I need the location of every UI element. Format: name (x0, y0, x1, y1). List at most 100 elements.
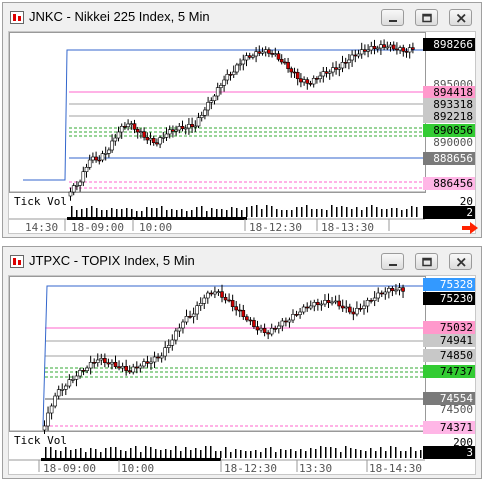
minimize-button[interactable] (381, 9, 404, 26)
volume-bar (55, 450, 57, 458)
candle-body (312, 302, 317, 307)
candle-body (103, 153, 108, 155)
candle-body (263, 49, 268, 53)
candle-body (206, 292, 210, 299)
candle-body (155, 142, 159, 145)
candle-body (337, 67, 342, 70)
candle-body (269, 328, 274, 335)
volume-bar (385, 451, 387, 458)
candle-body (203, 109, 207, 116)
candle-body (237, 309, 242, 312)
chart-window-jtpxc: JTPXC - TOPIX Index, 5 Min 75328 75230 7… (2, 246, 482, 479)
plot-frame (9, 32, 426, 193)
candle-body (347, 306, 352, 313)
volume-bar (251, 206, 253, 217)
candle-body (241, 59, 246, 65)
candle-body (324, 71, 329, 74)
close-button[interactable] (449, 9, 472, 26)
minimize-button[interactable] (381, 253, 404, 270)
candle-body (235, 64, 239, 73)
volume-bar (80, 448, 82, 458)
candle-body (298, 311, 302, 315)
volume-bar (215, 451, 217, 458)
volume-bar (90, 448, 92, 458)
candle-body (385, 46, 390, 49)
volume-bar (181, 209, 183, 217)
volume-bar (161, 206, 163, 217)
candle-body (71, 379, 75, 381)
volume-bar (326, 210, 328, 217)
candle-body (188, 316, 192, 318)
candle-body (251, 55, 255, 58)
candle-body (228, 74, 233, 76)
candle-body (198, 303, 203, 306)
volume-bar (136, 211, 138, 217)
volume-bar (366, 207, 368, 217)
chart-app-icon (10, 11, 24, 24)
candle-body (262, 328, 267, 333)
volume-bar (270, 447, 272, 458)
candle-body (129, 123, 134, 125)
candle-body (295, 72, 300, 79)
volume-bar (295, 451, 297, 458)
volume-bar (406, 209, 408, 217)
volume-bar (330, 447, 332, 458)
volume-bar (360, 450, 362, 458)
volume-bar (380, 447, 382, 458)
candle-body (127, 370, 132, 373)
volume-bar (191, 210, 193, 217)
restore-button[interactable] (415, 9, 438, 26)
candle-body (209, 292, 214, 295)
candle-body (180, 126, 185, 129)
price-chart-svg (9, 32, 426, 231)
volume-bar (400, 451, 402, 458)
candle-body (289, 68, 294, 73)
candle-body (340, 305, 345, 309)
candle-body (390, 288, 395, 291)
volume-bar (411, 206, 413, 217)
volume-bar (381, 209, 383, 217)
candle-body (379, 44, 383, 49)
volume-bar (180, 451, 182, 458)
candle-body (231, 71, 236, 75)
close-icon (456, 13, 466, 23)
volume-bar (341, 206, 343, 217)
candle-body (284, 320, 288, 323)
volume-bar (120, 450, 122, 458)
candle-body (191, 313, 196, 317)
candle-body (227, 299, 231, 302)
volume-bar (290, 449, 292, 458)
candle-body (225, 74, 230, 81)
scroll-right-arrow-icon[interactable] (461, 221, 479, 235)
candle-body (356, 53, 361, 57)
volume-bar (105, 448, 107, 458)
volume-bar (220, 451, 222, 458)
title-bar[interactable]: JNKC - Nikkei 225 Index, 5 Min (3, 3, 481, 31)
title-bar[interactable]: JTPXC - TOPIX Index, 5 Min (3, 247, 481, 275)
restore-button[interactable] (415, 253, 438, 270)
volume-bar (261, 209, 263, 217)
candle-body (142, 131, 146, 138)
volume-bar (131, 209, 133, 217)
chart-area[interactable]: 898266 895000 894418 893318 892218 89085… (8, 31, 476, 234)
candle-body (181, 321, 185, 329)
volume-panel-label: Tick Vol (13, 434, 68, 447)
candle-body (337, 300, 341, 307)
candle-body (202, 297, 207, 304)
candle-body (219, 85, 223, 88)
candle-body (273, 53, 278, 55)
close-button[interactable] (449, 253, 472, 270)
volume-bar (281, 210, 283, 217)
volume-bar (100, 452, 102, 458)
candle-body (212, 95, 217, 101)
volume-panel-label: Tick Vol (13, 195, 68, 208)
candle-body (255, 326, 260, 331)
volume-bar (276, 209, 278, 217)
candle-body (110, 362, 114, 365)
candle-body (311, 78, 316, 85)
chart-area[interactable]: 75328 75230 75032 74941 74850 74737 7455… (8, 275, 476, 475)
candle-body (135, 129, 140, 133)
volume-bar (201, 206, 203, 217)
candle-body (152, 356, 157, 363)
candle-body (283, 61, 287, 64)
